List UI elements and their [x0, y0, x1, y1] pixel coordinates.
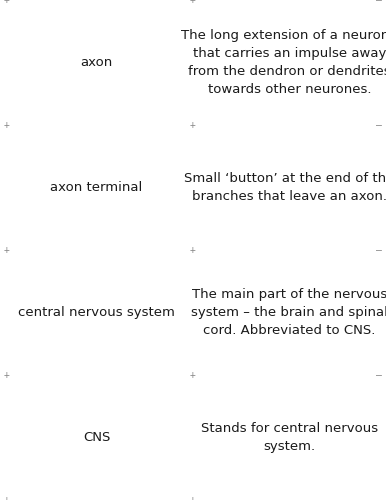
- Text: –: –: [376, 245, 382, 255]
- Text: +: +: [4, 370, 10, 380]
- Text: axon terminal: axon terminal: [51, 181, 142, 194]
- Text: Small ‘button’ at the end of the
branches that leave an axon.: Small ‘button’ at the end of the branche…: [184, 172, 386, 203]
- Text: +: +: [4, 245, 10, 255]
- Text: Stands for central nervous
system.: Stands for central nervous system.: [201, 422, 378, 453]
- Text: –: –: [376, 495, 382, 500]
- Text: –: –: [376, 370, 382, 380]
- Text: axon: axon: [80, 56, 113, 69]
- Text: +: +: [190, 495, 196, 500]
- Text: –: –: [376, 120, 382, 130]
- Text: central nervous system: central nervous system: [18, 306, 175, 319]
- Text: +: +: [190, 245, 196, 255]
- Text: +: +: [4, 0, 10, 5]
- Text: CNS: CNS: [83, 431, 110, 444]
- Text: The main part of the nervous
system – the brain and spinal
cord. Abbreviated to : The main part of the nervous system – th…: [191, 288, 386, 337]
- Text: +: +: [190, 370, 196, 380]
- Text: +: +: [4, 495, 10, 500]
- Text: +: +: [4, 120, 10, 130]
- Text: –: –: [376, 0, 382, 5]
- Text: +: +: [190, 120, 196, 130]
- Text: +: +: [190, 0, 196, 5]
- Text: The long extension of a neurone
that carries an impulse away
from the dendron or: The long extension of a neurone that car…: [181, 29, 386, 96]
